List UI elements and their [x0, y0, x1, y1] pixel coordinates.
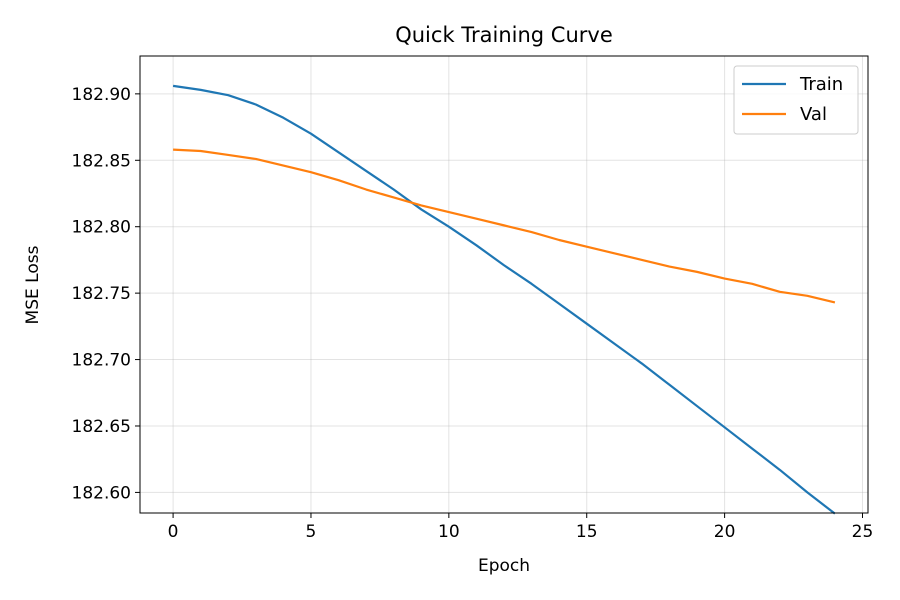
plot-frame — [139, 55, 869, 514]
legend-label-val: Val — [800, 104, 827, 125]
y-tick-label: 182.70 — [72, 351, 131, 371]
x-axis: 0 5 10 15 20 25 — [168, 513, 874, 542]
y-tick-label: 182.60 — [72, 483, 131, 503]
y-axis: 182.60 182.65 182.70 182.75 182.80 182.85 182.… — [72, 85, 140, 503]
legend: Train Val — [733, 65, 859, 135]
x-axis-label: Epoch — [478, 556, 530, 576]
x-tick-label: 25 — [852, 522, 874, 542]
y-axis-label: MSE Loss — [23, 245, 43, 324]
y-tick-label: 182.65 — [72, 417, 131, 437]
x-tick-label: 15 — [576, 522, 598, 542]
series-line-train — [172, 84, 836, 515]
x-tick-label: 5 — [306, 522, 317, 542]
x-tick-label: 20 — [714, 522, 736, 542]
x-tick-label: 0 — [168, 522, 179, 542]
chart-title: Quick Training Curve — [395, 23, 613, 47]
y-tick-label: 182.85 — [72, 151, 131, 171]
y-tick-label: 182.75 — [72, 284, 131, 304]
series-line-val — [173, 148, 836, 304]
x-tick-label: 10 — [438, 522, 460, 542]
y-tick-label: 182.80 — [72, 218, 131, 238]
series-layer — [172, 84, 836, 515]
y-tick-label: 182.90 — [72, 85, 131, 105]
legend-label-train: Train — [799, 74, 843, 95]
